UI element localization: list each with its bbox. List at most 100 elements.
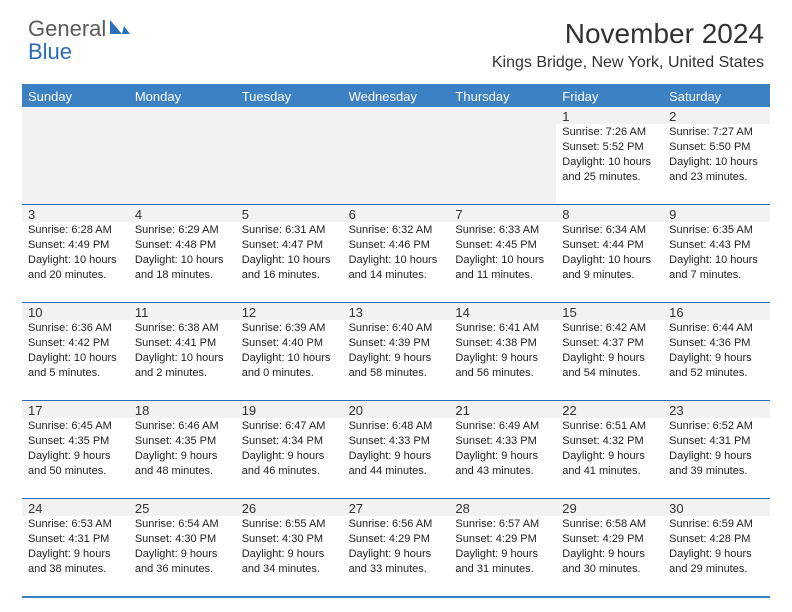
day-info-line: Sunrise: 6:54 AM	[135, 517, 230, 532]
day-number: 8	[556, 205, 663, 222]
day-info-line: Daylight: 10 hours	[28, 253, 123, 268]
day-info-line: and 39 minutes.	[669, 464, 764, 479]
dow-wed: Wednesday	[343, 86, 450, 107]
day-info-line: Sunrise: 6:33 AM	[455, 223, 550, 238]
day-number: 25	[129, 499, 236, 516]
day-info-line: and 44 minutes.	[349, 464, 444, 479]
day-info-line: Sunrise: 6:52 AM	[669, 419, 764, 434]
day-info-line: and 38 minutes.	[28, 562, 123, 577]
day-number	[22, 107, 129, 124]
day-cell: Sunrise: 6:41 AMSunset: 4:38 PMDaylight:…	[449, 320, 556, 400]
day-info-line: Daylight: 10 hours	[669, 253, 764, 268]
day-info-line: Sunset: 4:29 PM	[349, 532, 444, 547]
day-info-line: Daylight: 10 hours	[242, 253, 337, 268]
day-number: 11	[129, 303, 236, 320]
day-info-line: Daylight: 9 hours	[349, 547, 444, 562]
day-info-line: and 41 minutes.	[562, 464, 657, 479]
calendar: Sunday Monday Tuesday Wednesday Thursday…	[22, 84, 770, 598]
day-info-line: and 52 minutes.	[669, 366, 764, 381]
day-info-line: Daylight: 10 hours	[562, 253, 657, 268]
day-cell: Sunrise: 6:49 AMSunset: 4:33 PMDaylight:…	[449, 418, 556, 498]
week-row: Sunrise: 6:53 AMSunset: 4:31 PMDaylight:…	[22, 516, 770, 596]
day-number: 27	[343, 499, 450, 516]
day-info-line: and 18 minutes.	[135, 268, 230, 283]
day-info-line: Sunrise: 6:57 AM	[455, 517, 550, 532]
day-info-line: Daylight: 9 hours	[455, 351, 550, 366]
day-cell: Sunrise: 6:57 AMSunset: 4:29 PMDaylight:…	[449, 516, 556, 596]
day-info-line: and 2 minutes.	[135, 366, 230, 381]
day-cell: Sunrise: 6:46 AMSunset: 4:35 PMDaylight:…	[129, 418, 236, 498]
day-info-line: and 11 minutes.	[455, 268, 550, 283]
day-info-line: Sunset: 4:30 PM	[135, 532, 230, 547]
dow-sun: Sunday	[22, 86, 129, 107]
day-number	[343, 107, 450, 124]
day-info-line: Sunset: 4:41 PM	[135, 336, 230, 351]
day-cell: Sunrise: 6:32 AMSunset: 4:46 PMDaylight:…	[343, 222, 450, 302]
day-number: 17	[22, 401, 129, 418]
day-info-line: Daylight: 9 hours	[669, 449, 764, 464]
day-number: 18	[129, 401, 236, 418]
day-info-line: Sunset: 4:44 PM	[562, 238, 657, 253]
day-cell: Sunrise: 6:31 AMSunset: 4:47 PMDaylight:…	[236, 222, 343, 302]
day-info-line: Sunset: 4:33 PM	[455, 434, 550, 449]
day-info-line: Sunset: 4:39 PM	[349, 336, 444, 351]
day-number: 19	[236, 401, 343, 418]
day-info-line: Daylight: 9 hours	[455, 449, 550, 464]
day-info-line: Sunset: 4:29 PM	[562, 532, 657, 547]
day-info-line: Sunset: 5:52 PM	[562, 140, 657, 155]
day-info-line: and 14 minutes.	[349, 268, 444, 283]
day-number: 3	[22, 205, 129, 222]
location: Kings Bridge, New York, United States	[492, 54, 764, 72]
day-info-line: Daylight: 9 hours	[242, 449, 337, 464]
day-info-line: Sunrise: 6:28 AM	[28, 223, 123, 238]
day-number: 14	[449, 303, 556, 320]
day-info-line: Sunset: 4:33 PM	[349, 434, 444, 449]
day-info-line: Daylight: 9 hours	[28, 547, 123, 562]
day-info-line: Sunrise: 6:58 AM	[562, 517, 657, 532]
day-info-line: Daylight: 9 hours	[669, 547, 764, 562]
day-info-line: Daylight: 9 hours	[28, 449, 123, 464]
day-number: 10	[22, 303, 129, 320]
day-info-line: Daylight: 10 hours	[242, 351, 337, 366]
day-info-line: Sunset: 4:34 PM	[242, 434, 337, 449]
day-number: 22	[556, 401, 663, 418]
day-info-line: Sunrise: 7:27 AM	[669, 125, 764, 140]
day-cell: Sunrise: 6:36 AMSunset: 4:42 PMDaylight:…	[22, 320, 129, 400]
day-info-line: and 58 minutes.	[349, 366, 444, 381]
day-info-line: Sunrise: 7:26 AM	[562, 125, 657, 140]
day-info-line: and 48 minutes.	[135, 464, 230, 479]
day-cell: Sunrise: 6:33 AMSunset: 4:45 PMDaylight:…	[449, 222, 556, 302]
logo-text-general: General	[28, 16, 106, 41]
day-info-line: Sunset: 4:38 PM	[455, 336, 550, 351]
dow-row: Sunday Monday Tuesday Wednesday Thursday…	[22, 86, 770, 107]
title-block: November 2024 Kings Bridge, New York, Un…	[492, 18, 764, 72]
day-info-line: Daylight: 9 hours	[562, 547, 657, 562]
day-info-line: Sunset: 4:29 PM	[455, 532, 550, 547]
day-number: 16	[663, 303, 770, 320]
day-number: 12	[236, 303, 343, 320]
day-info-line: Sunrise: 6:32 AM	[349, 223, 444, 238]
dow-sat: Saturday	[663, 86, 770, 107]
day-number: 23	[663, 401, 770, 418]
day-cell: Sunrise: 6:48 AMSunset: 4:33 PMDaylight:…	[343, 418, 450, 498]
day-cell: Sunrise: 6:59 AMSunset: 4:28 PMDaylight:…	[663, 516, 770, 596]
day-info-line: Daylight: 9 hours	[455, 547, 550, 562]
day-cell: Sunrise: 6:38 AMSunset: 4:41 PMDaylight:…	[129, 320, 236, 400]
day-number	[129, 107, 236, 124]
day-info-line: Sunrise: 6:31 AM	[242, 223, 337, 238]
day-number: 29	[556, 499, 663, 516]
day-info-line: Sunrise: 6:45 AM	[28, 419, 123, 434]
day-info-line: Sunrise: 6:39 AM	[242, 321, 337, 336]
day-info-line: Sunset: 4:35 PM	[135, 434, 230, 449]
dow-thu: Thursday	[449, 86, 556, 107]
day-info-line: Sunrise: 6:51 AM	[562, 419, 657, 434]
day-info-line: Sunrise: 6:35 AM	[669, 223, 764, 238]
day-cell: Sunrise: 6:39 AMSunset: 4:40 PMDaylight:…	[236, 320, 343, 400]
day-info-line: Sunset: 4:47 PM	[242, 238, 337, 253]
day-cell: Sunrise: 6:53 AMSunset: 4:31 PMDaylight:…	[22, 516, 129, 596]
day-info-line: and 46 minutes.	[242, 464, 337, 479]
day-info-line: Sunset: 4:31 PM	[28, 532, 123, 547]
day-number: 7	[449, 205, 556, 222]
month-title: November 2024	[492, 18, 764, 50]
day-info-line: Sunset: 4:46 PM	[349, 238, 444, 253]
